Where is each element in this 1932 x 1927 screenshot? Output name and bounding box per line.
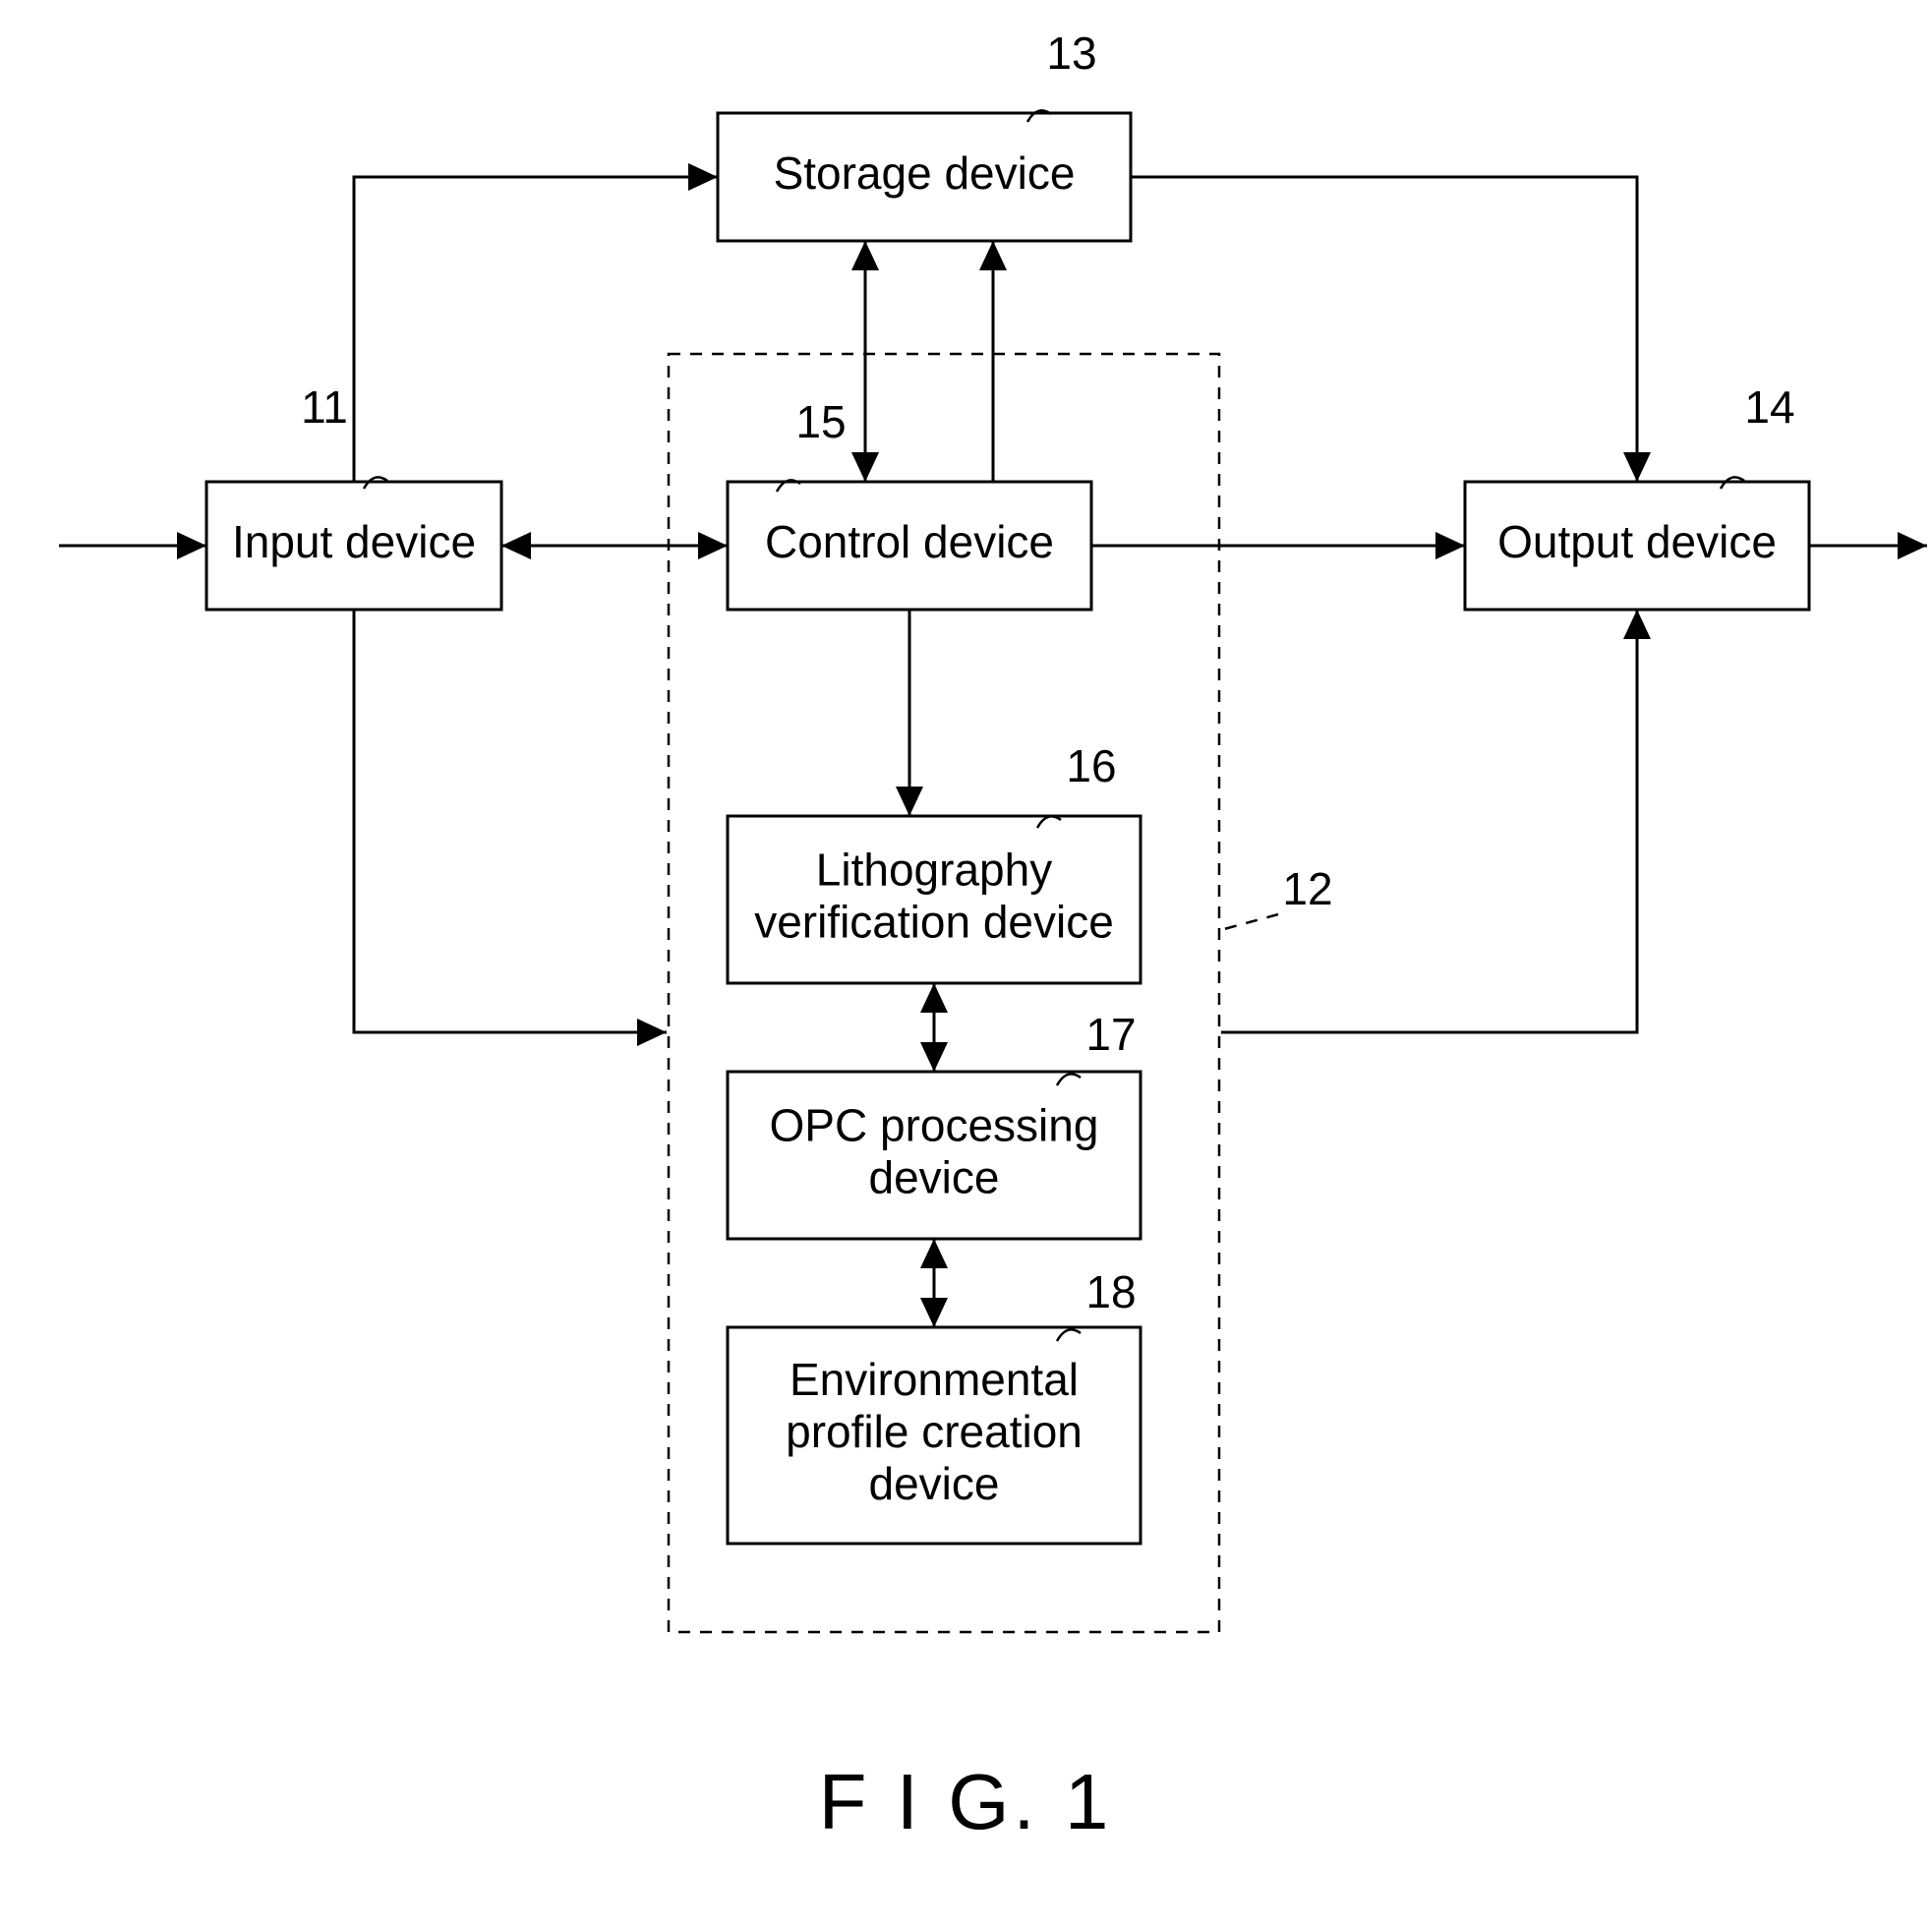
litho-to-opc-arrow-start [920, 983, 948, 1013]
input-ref-number: 11 [301, 381, 348, 433]
storage-ref-number: 13 [1046, 28, 1096, 79]
opc-to-env-arrow-start [920, 1239, 948, 1268]
storage-to-output-arrow-end [1623, 452, 1651, 482]
opc-ref-number: 17 [1085, 1009, 1136, 1060]
output-ref-number: 14 [1744, 381, 1794, 433]
input-to-control-arrow-start [501, 532, 531, 559]
control-to-storage-right-arrow-end [979, 241, 1007, 270]
control-to-storage-left-arrow-end [851, 241, 879, 270]
input-to-litho [354, 610, 667, 1032]
group-ref-leader [1224, 914, 1278, 929]
control-to-litho-arrow-end [896, 787, 923, 816]
group-ref-number: 12 [1282, 863, 1332, 914]
input-to-control-arrow-end [698, 532, 728, 559]
storage-label: Storage device [774, 147, 1076, 199]
input-label: Input device [232, 516, 476, 567]
figure-caption: F I G. 1 [819, 1758, 1113, 1845]
group-to-output [1221, 610, 1637, 1032]
input-to-storage [354, 177, 718, 482]
control-to-output-arrow-end [1435, 532, 1465, 559]
output-label: Output device [1497, 516, 1777, 567]
opc-to-env-arrow-end [920, 1298, 948, 1327]
output-to-ext-arrow-end [1898, 532, 1927, 559]
ext-to-input-arrow-end [177, 532, 206, 559]
env-ref-number: 18 [1085, 1266, 1136, 1317]
group-to-output-arrow-end [1623, 610, 1651, 639]
input-to-litho-arrow-end [637, 1019, 667, 1046]
litho-to-opc-arrow-end [920, 1042, 948, 1072]
storage-to-output [1131, 177, 1637, 482]
input-to-storage-arrow-end [688, 163, 718, 191]
control-label: Control device [765, 516, 1054, 567]
control-to-storage-left-arrow-start [851, 452, 879, 482]
litho-ref-number: 16 [1066, 740, 1116, 791]
control-ref-number: 15 [795, 396, 846, 447]
